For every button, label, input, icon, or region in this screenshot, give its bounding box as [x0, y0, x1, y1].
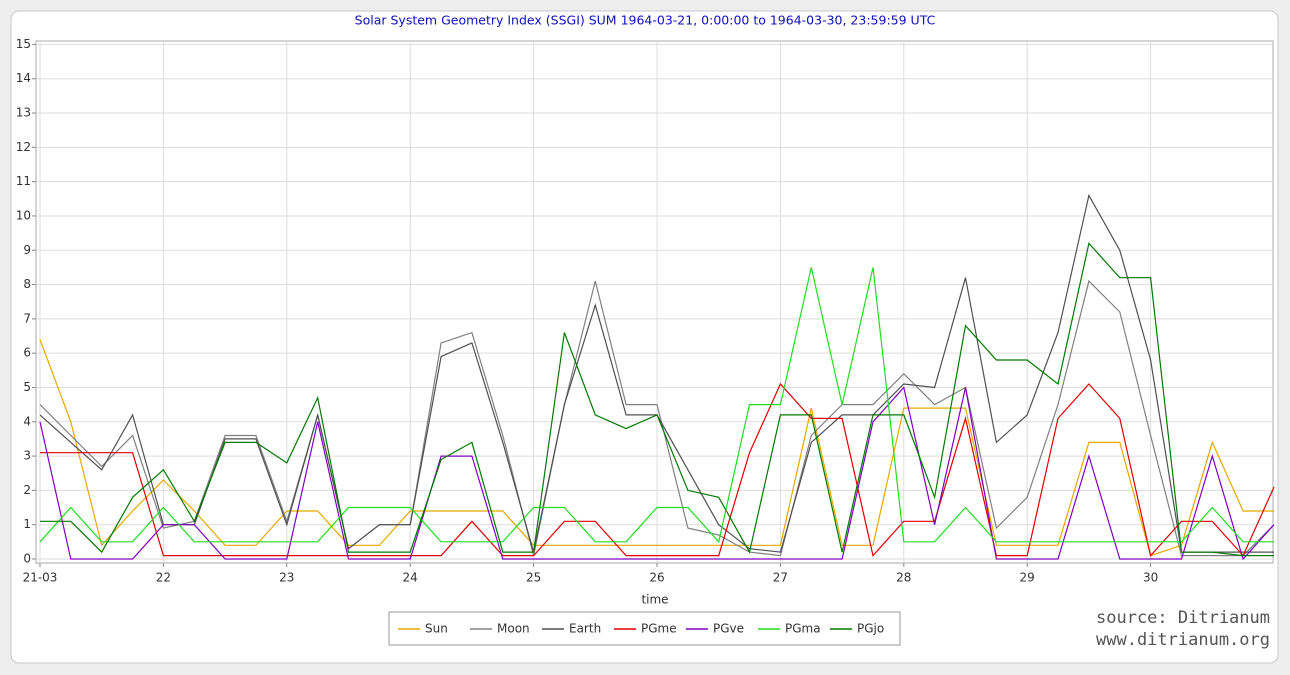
series-line: [40, 382, 1275, 557]
legend-label: Sun: [425, 622, 448, 636]
legend-label: PGme: [641, 622, 677, 636]
source: source: Ditrianum: [1096, 608, 1270, 628]
y-tick-label: 11: [16, 174, 31, 188]
series-line: [39, 339, 1274, 557]
series-line: [39, 267, 1274, 544]
legend-label: Earth: [569, 622, 601, 636]
y-tick-label: 0: [23, 552, 31, 566]
y-tick-label: 14: [16, 71, 31, 85]
x-tick-label: 27: [773, 571, 788, 585]
x-tick-label: 30: [1143, 571, 1158, 585]
y-tick-label: 5: [23, 380, 31, 394]
y-tick-label: 15: [16, 37, 31, 51]
legend-label: PGma: [785, 622, 821, 636]
plot-area: [35, 40, 1274, 564]
y-tick-label: 7: [23, 311, 31, 325]
y-tick-label: 1: [23, 517, 31, 531]
y-tick-label: 3: [23, 449, 31, 463]
y-tick-label: 13: [16, 106, 31, 120]
x-tick-label: 25: [526, 571, 541, 585]
y-tick-label: 9: [23, 243, 31, 257]
x-axis-label: time: [641, 593, 668, 607]
y-tick-label: 4: [23, 414, 31, 428]
x-tick-label: 21-03: [23, 571, 58, 585]
y-tick-label: 2: [23, 483, 31, 497]
y-tick-label: 12: [16, 140, 31, 154]
y-tick-label: 6: [23, 346, 31, 360]
chart-title: Solar System Geometry Index (SSGI) SUM 1…: [355, 13, 936, 28]
legend-label: Moon: [497, 622, 530, 636]
x-tick-label: 26: [649, 571, 664, 585]
y-tick-label: 8: [23, 277, 31, 291]
series-line: [39, 279, 1275, 557]
x-tick-label: 22: [156, 571, 171, 585]
legend-label: PGve: [713, 622, 744, 636]
x-tick-label: 29: [1020, 571, 1035, 585]
legend-label: PGjo: [857, 622, 884, 636]
y-tick-label: 10: [16, 208, 31, 222]
x-tick-label: 23: [279, 571, 294, 585]
x-tick-label: 24: [403, 571, 418, 585]
source-url: www.ditrianum.org: [1096, 630, 1270, 650]
series-line: [40, 242, 1274, 557]
series-line: [39, 386, 1275, 561]
x-tick-label: 28: [896, 571, 911, 585]
